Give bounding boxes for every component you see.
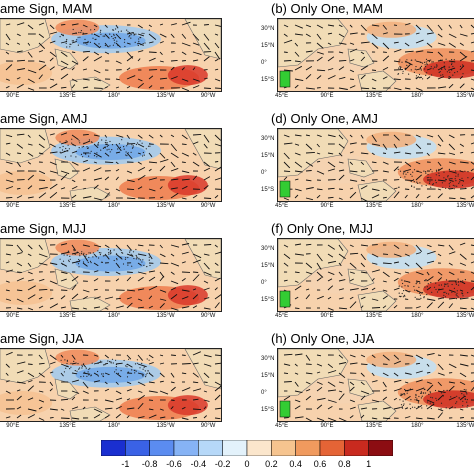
lat-tick-label: 15°N (261, 43, 275, 49)
lon-tick-label: 135°W (156, 423, 175, 429)
lon-tick-label: 45°E (275, 423, 289, 429)
only-one-map (277, 18, 474, 92)
lat-tick-label: 15°S (261, 77, 275, 83)
lat-tick-label: 15°S (261, 187, 275, 193)
lon-tick-label: 135°W (156, 203, 175, 209)
lon-tick-label: 180° (107, 203, 121, 209)
panel-title: (f) Only One, MJJ (271, 221, 373, 236)
colorbar-label: -0.6 (166, 459, 182, 469)
lat-tick-label: 15°N (261, 153, 275, 159)
lon-tick-label: 90°E (320, 203, 334, 209)
lon-tick-label: 135°E (59, 313, 76, 319)
colorbar-swatch (198, 439, 223, 457)
colorbar-swatches (100, 439, 394, 457)
lon-tick-label: 90°E (6, 313, 20, 319)
lon-tick-label: 135°E (59, 423, 76, 429)
colorbar-label: -0.4 (190, 459, 207, 469)
lon-tick-label: 135°W (156, 93, 175, 99)
colorbar-swatch (319, 439, 345, 457)
colorbar-label: -0.8 (141, 459, 158, 469)
colorbar-label: 1 (366, 459, 372, 469)
lon-tick-label: 90°E (320, 93, 334, 99)
lon-tick-label: 135°E (59, 203, 76, 209)
only-one-map (277, 128, 474, 202)
colorbar-swatch (246, 439, 272, 457)
lon-tick-label: 135°W (156, 313, 175, 319)
panel-title: ame Sign, MJJ (0, 221, 86, 236)
lon-tick-label: 180° (107, 423, 121, 429)
lat-tick-label: 30°N (261, 356, 275, 362)
lon-tick-label: 90°E (6, 93, 20, 99)
lon-tick-label: 180° (411, 93, 424, 99)
lon-tick-label: 90°E (320, 313, 334, 319)
lon-tick-label: 45°E (275, 313, 289, 319)
lat-tick-label: 0° (261, 280, 267, 286)
colorbar-label: -0.2 (214, 459, 231, 469)
lat-tick-label: 15°N (261, 263, 275, 269)
colorbar-label: 0.4 (289, 459, 302, 469)
lon-tick-label: 135°E (365, 203, 383, 209)
lon-tick-label: 180° (107, 93, 121, 99)
lon-tick-label: 90°E (6, 203, 20, 209)
lat-tick-label: 15°S (261, 297, 275, 303)
lon-tick-label: 180° (107, 313, 121, 319)
lat-tick-label: 30°N (261, 246, 275, 252)
lon-tick-label: 45°E (275, 203, 289, 209)
colorbar (100, 439, 394, 457)
lon-tick-label: 135°W (456, 203, 474, 209)
lon-tick-label: 90°W (200, 313, 216, 319)
panel-title: ame Sign, JJA (0, 331, 84, 346)
lon-tick-label: 135°W (456, 313, 474, 319)
colorbar-swatch (368, 439, 394, 457)
lon-tick-label: 90°W (200, 203, 216, 209)
lat-tick-label: 0° (261, 390, 267, 396)
lon-tick-label: 135°E (365, 423, 383, 429)
same-sign-map (0, 238, 222, 312)
lon-tick-label: 45°E (275, 93, 289, 99)
lon-tick-label: 90°W (200, 93, 216, 99)
only-one-map (277, 348, 474, 422)
lon-tick-label: 180° (411, 423, 424, 429)
lon-tick-label: 180° (411, 313, 424, 319)
panel-title: (h) Only One, JJA (271, 331, 375, 346)
panel-title: ame Sign, MAM (0, 1, 93, 16)
colorbar-swatch (344, 439, 369, 457)
lon-tick-label: 135°E (365, 93, 383, 99)
only-one-map (277, 238, 474, 312)
lon-tick-label: 90°E (6, 423, 20, 429)
lon-tick-label: 135°W (456, 93, 474, 99)
lat-tick-label: 0° (261, 60, 267, 66)
same-sign-map (0, 18, 222, 92)
lon-tick-label: 90°E (320, 423, 334, 429)
colorbar-swatch (173, 439, 199, 457)
colorbar-swatch (100, 439, 126, 457)
colorbar-label: 0.6 (313, 459, 327, 469)
lon-tick-label: 90°W (200, 423, 216, 429)
lon-tick-label: 135°E (59, 93, 76, 99)
lon-tick-label: 135°E (365, 313, 383, 319)
lat-tick-label: 15°N (261, 373, 275, 379)
lon-tick-label: 180° (411, 203, 424, 209)
colorbar-swatch (222, 439, 248, 457)
colorbar-swatch (125, 439, 150, 457)
panel-title: (b) Only One, MAM (271, 1, 383, 16)
lat-tick-label: 0° (261, 170, 267, 176)
panel-title: ame Sign, AMJ (0, 111, 88, 126)
panel-title: (d) Only One, AMJ (271, 111, 378, 126)
colorbar-swatch (271, 439, 296, 457)
lat-tick-label: 30°N (261, 136, 275, 142)
same-sign-map (0, 348, 222, 422)
colorbar-label: 0.2 (265, 459, 278, 469)
colorbar-label: -1 (121, 459, 130, 469)
colorbar-swatch (149, 439, 175, 457)
lon-tick-label: 135°W (456, 423, 474, 429)
colorbar-label: 0.8 (338, 459, 351, 469)
same-sign-map (0, 128, 222, 202)
lat-tick-label: 30°N (261, 26, 275, 32)
lat-tick-label: 15°S (261, 407, 275, 413)
colorbar-swatch (295, 439, 321, 457)
colorbar-label: 0 (244, 459, 250, 469)
